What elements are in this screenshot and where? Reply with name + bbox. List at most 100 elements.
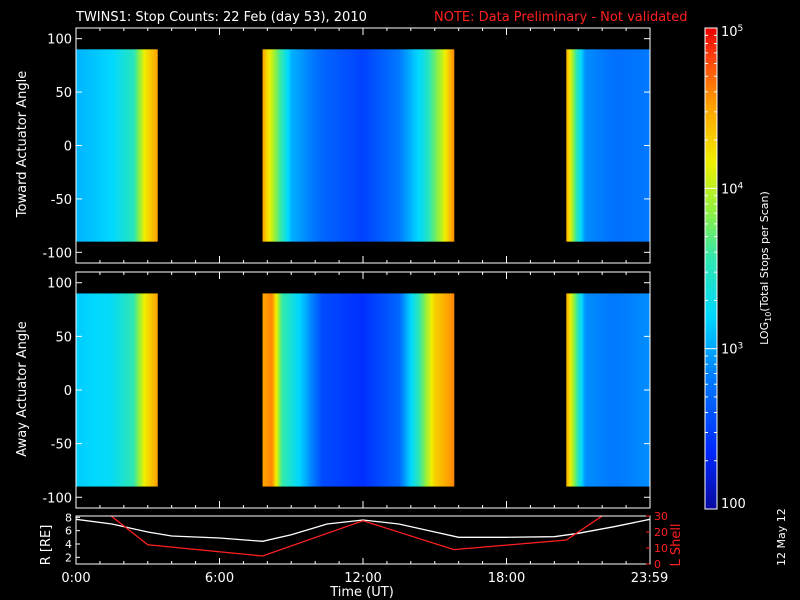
heatmap-cell [597, 293, 599, 487]
heatmap-cell [146, 293, 149, 487]
colorbar-ticks: 100 103 104 105 [705, 24, 746, 512]
heatmap-cell [573, 293, 576, 487]
heatmap-cell [156, 293, 158, 487]
heatmap-cell [264, 49, 267, 242]
heatmap-cell [641, 293, 644, 487]
heatmap-cell [575, 49, 578, 242]
heatmap-cell [325, 49, 328, 242]
heatmap-cell [434, 293, 437, 487]
l-shell-axis-label: L Shell [669, 523, 684, 566]
heatmap-cell [408, 49, 411, 242]
heatmap-cell [396, 49, 399, 242]
heatmap-cell [266, 293, 268, 487]
heatmap-cell [382, 293, 384, 487]
heatmap-cell [451, 49, 454, 242]
heatmap-cell [624, 49, 627, 242]
heatmap-cell [422, 49, 425, 242]
heatmap-cell [348, 49, 351, 242]
heatmap-cell [102, 49, 104, 242]
heatmap-cell [293, 49, 296, 242]
heatmap-cell [101, 293, 103, 487]
heatmap-cell [81, 49, 84, 242]
heatmap-cell [606, 293, 609, 487]
heatmap-cell [410, 49, 413, 242]
heatmap-cell [571, 49, 573, 242]
heatmap-cell [423, 49, 426, 242]
heatmap-cell [379, 49, 382, 242]
heatmap-cell [620, 49, 622, 242]
heatmap-cell [353, 49, 356, 242]
heatmap-cell [386, 293, 389, 487]
colorbar-label: LOG10(Total Stops per Scan) [758, 191, 773, 345]
heatmap-cell [452, 293, 455, 487]
heatmap-cell [346, 49, 348, 242]
heatmap-cell [577, 49, 579, 242]
heatmap-cell [431, 293, 433, 487]
heatmap-cell [296, 293, 298, 487]
heatmap-cell [307, 49, 310, 242]
heatmap-cell [592, 293, 595, 487]
heatmap-cell [340, 49, 342, 242]
heatmap-cell [403, 293, 406, 487]
heatmap-cell [604, 293, 607, 487]
heatmap-cell [349, 49, 352, 242]
heatmap-cell [420, 293, 422, 487]
heatmap-cell [401, 293, 403, 487]
heatmap-cell [306, 293, 309, 487]
heatmap-cell [426, 49, 428, 242]
heatmap-cell [596, 293, 598, 487]
heatmap-cell [416, 49, 419, 242]
heatmap-cell [640, 293, 643, 487]
heatmap-cell [389, 49, 391, 242]
heatmap-cell [151, 293, 153, 487]
r-series-line [76, 518, 650, 542]
heatmap-cell [409, 49, 412, 242]
heatmap-cell [273, 293, 275, 487]
heatmap-cell [276, 293, 279, 487]
heatmap-cell [639, 293, 641, 487]
l-shell-tick-label: 20 [654, 526, 668, 539]
heatmap-cell [144, 49, 146, 242]
colorbar-tick-label: 103 [721, 342, 743, 358]
heatmap-cell [636, 293, 639, 487]
heatmap-cell [406, 49, 408, 242]
heatmap-cell [315, 49, 317, 242]
heatmap-cell [90, 49, 92, 242]
heatmap-cell [429, 293, 432, 487]
heatmap-cell [359, 49, 362, 242]
heatmap-cell [315, 293, 317, 487]
heatmap-cell [432, 293, 434, 487]
heatmap-cell [279, 49, 281, 242]
heatmap-cell [89, 49, 91, 242]
heatmap-cell [291, 49, 293, 242]
heatmap-cell [321, 293, 323, 487]
heatmap-cell [407, 49, 409, 242]
heatmap-cell [589, 293, 591, 487]
heatmap-cell [438, 49, 440, 242]
heatmap-cell [371, 49, 373, 242]
heatmap-cell [407, 293, 409, 487]
heatmap-cell [278, 49, 280, 242]
heatmap-cell [391, 49, 394, 242]
heatmap-cell [361, 293, 364, 487]
heatmap-cell [266, 49, 268, 242]
heatmap-cell [628, 49, 631, 242]
heatmap-cell [573, 49, 576, 242]
heatmap-cell [126, 49, 128, 242]
heatmap-cell [372, 49, 375, 242]
heatmap-cell [437, 293, 439, 487]
heatmap-cell [380, 49, 383, 242]
heatmap-cell [368, 293, 371, 487]
heatmap-cell [341, 293, 344, 487]
heatmap-cell [594, 293, 597, 487]
heatmap-cell [587, 293, 590, 487]
heatmap-cell [139, 49, 141, 242]
heatmap-cell [395, 293, 397, 487]
heatmap-cell [592, 49, 595, 242]
heatmap-cell [389, 293, 391, 487]
heatmap-cell [324, 293, 327, 487]
heatmap-cell [275, 49, 278, 242]
heatmap-cell [384, 49, 387, 242]
heatmap-cell [152, 49, 155, 242]
